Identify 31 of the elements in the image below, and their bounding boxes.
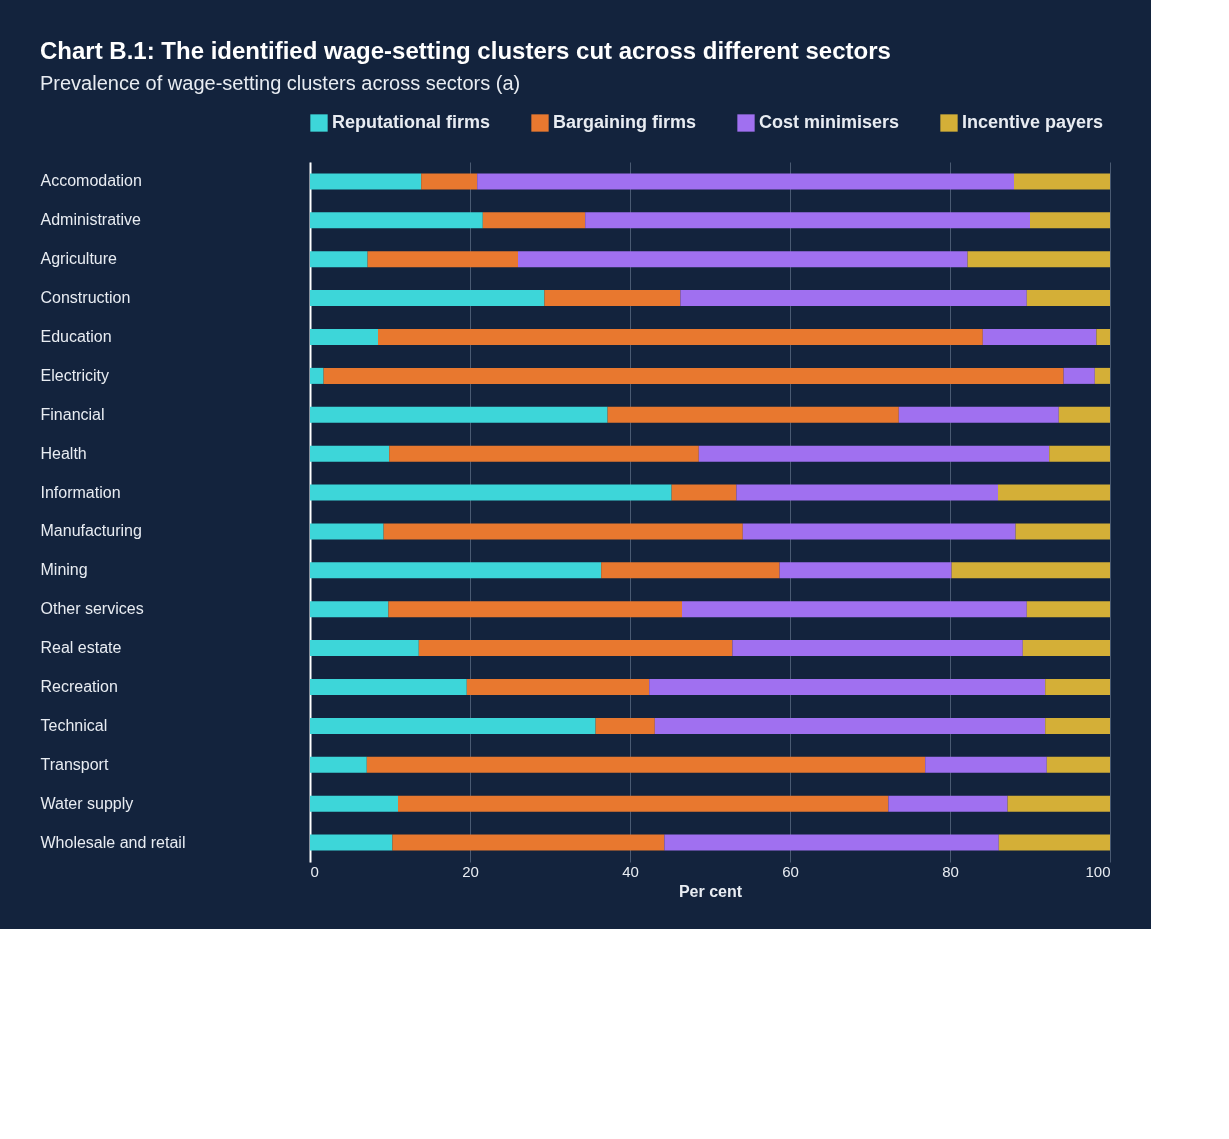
chart-title: Chart B.1: The identified wage-setting clusters cut across different sectors xyxy=(40,37,891,64)
legend-label: Reputational firms xyxy=(332,112,491,132)
y-tick-label: Financial xyxy=(40,405,105,423)
legend-label: Cost minimisers xyxy=(759,112,900,132)
y-tick-label: Water supply xyxy=(40,794,134,812)
y-tick-label: Administrative xyxy=(40,211,142,229)
y-tick-label: Construction xyxy=(40,289,131,307)
y-tick-label: Wholesale and retail xyxy=(40,833,186,851)
y-tick-label: Real estate xyxy=(40,639,122,657)
x-tick-label: 40 xyxy=(622,862,639,880)
x-tick-label: 20 xyxy=(462,862,479,880)
y-tick-label: Mining xyxy=(40,561,88,579)
y-tick-label: Other services xyxy=(40,600,144,618)
y-tick-label: Manufacturing xyxy=(40,522,142,540)
x-tick-label: 100 xyxy=(1085,862,1111,880)
y-tick-label: Recreation xyxy=(40,678,118,695)
y-tick-label: Technical xyxy=(40,716,108,734)
y-tick-label: Education xyxy=(40,328,112,345)
legend-label: Bargaining firms xyxy=(553,112,697,132)
y-tick-label: Electricity xyxy=(40,366,109,384)
y-tick-label: Accomodation xyxy=(40,172,142,190)
y-tick-label: Agriculture xyxy=(40,250,118,268)
legend-label: Incentive payers xyxy=(962,112,1104,132)
x-axis-title: Per cent xyxy=(678,882,743,900)
x-tick-label: 0 xyxy=(310,862,319,880)
y-tick-label: Health xyxy=(40,444,87,462)
x-tick-label: 60 xyxy=(782,862,799,880)
y-tick-label: Transport xyxy=(40,755,109,773)
y-tick-label: Information xyxy=(40,483,121,501)
x-tick-label: 80 xyxy=(942,862,959,880)
chart-subtitle: Prevalence of wage-setting clusters across sectors (a) xyxy=(40,72,521,94)
